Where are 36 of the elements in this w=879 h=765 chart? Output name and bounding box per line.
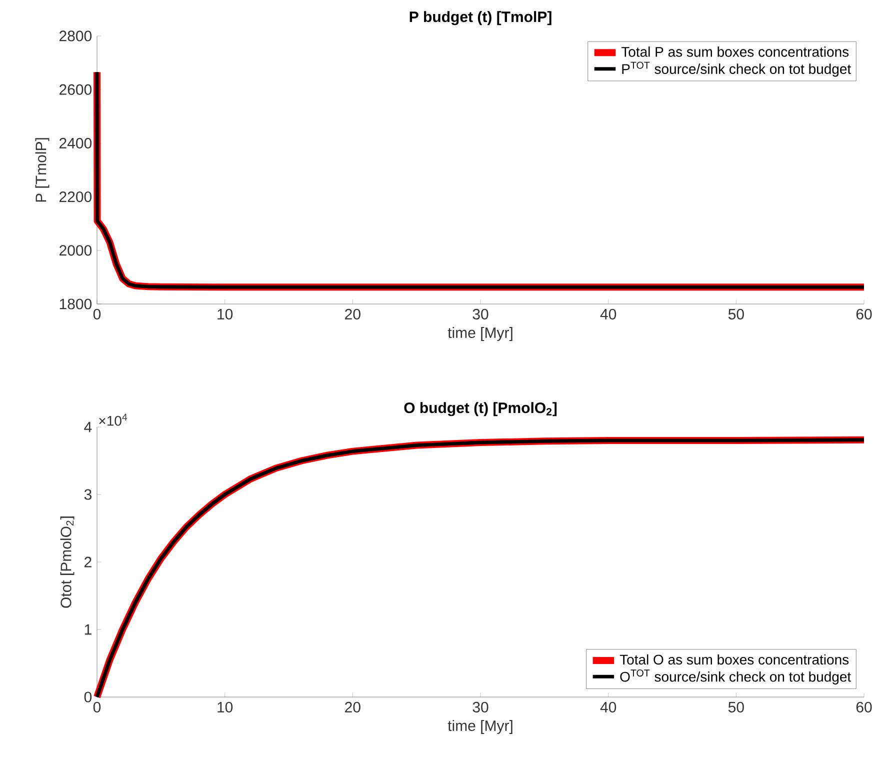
- x-axis-title: time [Myr]: [448, 720, 512, 734]
- x-tick-label: 50: [728, 702, 744, 712]
- chart-title: O budget (t) [PmolO$_{2}$]: [404, 402, 557, 416]
- chart-title: P budget (t) [TmolP]: [410, 11, 552, 26]
- y-tick-label: 1800: [60, 298, 92, 310]
- y-tick-label: 2400: [60, 138, 92, 148]
- x-tick-label: 60: [856, 308, 872, 320]
- x-tick-label: 50: [728, 308, 744, 320]
- y-tick-label: 4: [84, 422, 92, 432]
- legend-label: O$^{TOT}$ source/sink check on tot budget: [620, 670, 852, 685]
- y-tick-label: 0: [84, 692, 92, 702]
- x-tick-label: 60: [856, 702, 872, 712]
- x-tick-label: 10: [218, 702, 233, 712]
- y-axis-title: Otot [PmolO$_{2}$]: [60, 516, 74, 608]
- legend-label: Total P as sum boxes concentrations: [621, 46, 849, 57]
- y-tick-label: 2800: [60, 30, 92, 42]
- y-tick-label: 2200: [60, 191, 92, 202]
- x-tick-label: 20: [345, 308, 360, 320]
- x-tick-label: 0: [93, 308, 101, 320]
- x-tick-label: 40: [600, 702, 616, 712]
- legend-label: Total O as sum boxes concentrations: [620, 654, 849, 665]
- y-tick-label: 3: [84, 489, 92, 500]
- x-axis-title: time [Myr]: [448, 327, 512, 341]
- y-tick-label: 2600: [60, 84, 92, 95]
- y-tick-label: 2: [84, 556, 92, 568]
- x-tick-label: 30: [472, 702, 488, 712]
- x-tick-label: 20: [345, 702, 360, 712]
- y-tick-label: 1: [84, 624, 92, 635]
- y-axis-title: P [TmolP]: [35, 138, 50, 202]
- y-tick-label: 2000: [60, 245, 92, 256]
- text: ×10$^{4}$: [99, 414, 128, 426]
- x-tick-label: 30: [472, 308, 488, 320]
- legend-label: P$^{TOT}$ source/sink check on tot budget: [622, 62, 852, 77]
- x-tick-label: 10: [218, 308, 233, 320]
- x-tick-label: 0: [93, 702, 101, 712]
- x-tick-label: 40: [600, 308, 616, 320]
